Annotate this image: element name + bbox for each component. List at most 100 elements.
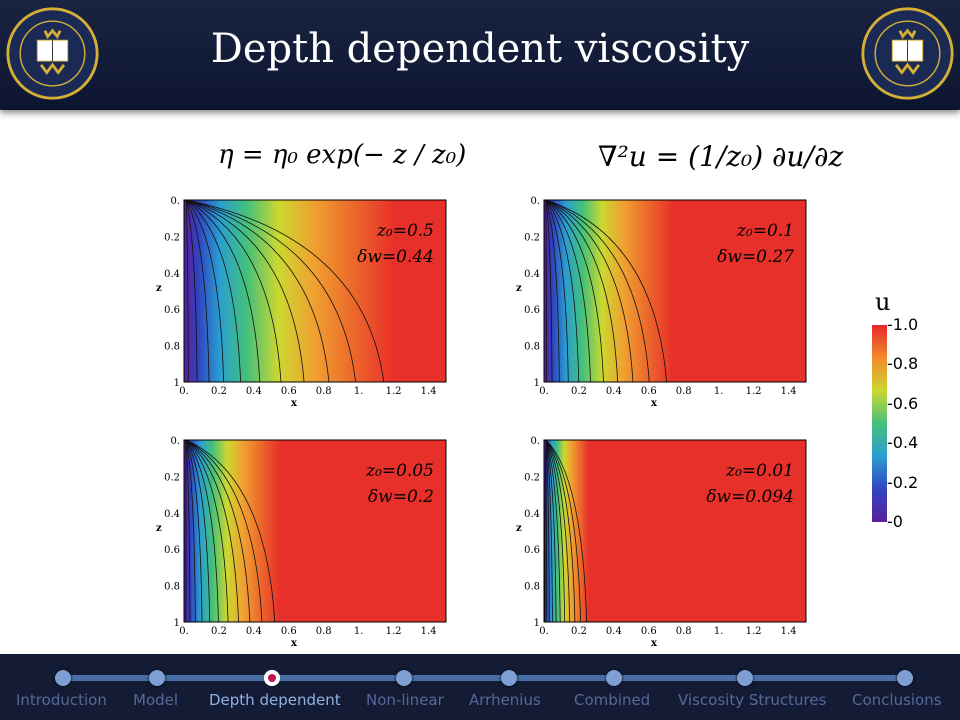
y-tick-label: 1 — [534, 378, 540, 389]
nav-dot-combined[interactable] — [606, 670, 622, 686]
contour-field — [184, 440, 446, 622]
contour-line — [185, 439, 263, 623]
contour-line — [545, 439, 582, 623]
y-tick-label: 0.6 — [164, 305, 180, 316]
x-tick-label: 1.4 — [421, 626, 437, 637]
delta-annotation: δw=0.2 — [368, 487, 434, 507]
y-tick-label: 0.8 — [524, 582, 540, 593]
y-tick-label: 0.6 — [524, 545, 540, 556]
contour-plot-3: 0. 0.2 0.4 0.6 0.8 1 0. 0.2 0.4 0.6 0.8 1. 1.2 1.4 x z z… — [148, 428, 448, 658]
y-tick-label: 0. — [170, 196, 180, 207]
x-tick-label: 1. — [354, 386, 364, 397]
contour-plot-1: 0. 0.2 0.4 0.6 0.8 1 0. 0.2 0.4 0.6 0.8 1. 1.2 1.4 x z z… — [148, 188, 448, 418]
contour-line — [185, 199, 282, 383]
plot-frame — [183, 199, 447, 383]
x-tick-label: 1. — [714, 626, 724, 637]
contour-line — [185, 199, 210, 383]
x-tick-label: 1.4 — [421, 386, 437, 397]
nav-dot-conclusions[interactable] — [897, 670, 913, 686]
contour-line — [185, 439, 229, 623]
nav-item-combined[interactable]: Combined — [574, 691, 651, 709]
y-tick-label: 0.4 — [164, 269, 180, 280]
x-tick-label: 1. — [714, 386, 724, 397]
x-tick-label: 0.6 — [641, 626, 657, 637]
nav-dot-depth-dependent[interactable] — [264, 670, 280, 686]
y-tick-label: 0.4 — [164, 509, 180, 520]
x-axis-label: x — [651, 398, 658, 409]
contour-line — [545, 199, 560, 383]
slide-header: Depth dependent viscosity — [0, 0, 960, 110]
y-tick-label: 0.2 — [164, 472, 180, 483]
contour-plot-2: 0. 0.2 0.4 0.6 0.8 1 0. 0.2 0.4 0.6 0.8 1. 1.2 1.4 x z z… — [508, 188, 808, 418]
x-tick-label: 0.8 — [316, 626, 332, 637]
nav-item-depth-dependent[interactable]: Depth dependent — [209, 691, 341, 709]
contour-line — [545, 439, 571, 623]
x-tick-label: 0. — [539, 626, 549, 637]
y-tick-label: 0.2 — [524, 232, 540, 243]
y-tick-label: 0.4 — [524, 509, 540, 520]
nav-item-conclusions[interactable]: Conclusions — [852, 691, 942, 709]
viscosity-equation: η = η₀ exp(− z / z₀) — [218, 140, 467, 170]
plot-frame — [543, 199, 807, 383]
contour-line — [545, 199, 650, 383]
x-axis-label: x — [651, 638, 658, 649]
nav-dot-viscosity-structures[interactable] — [737, 670, 753, 686]
x-tick-label: 0. — [539, 386, 549, 397]
contour-line — [185, 199, 330, 383]
y-tick-label: 0.8 — [524, 342, 540, 353]
contour-line — [545, 199, 634, 383]
contour-line — [545, 199, 553, 383]
x-tick-label: 0.2 — [571, 386, 587, 397]
x-tick-label: 0. — [179, 626, 189, 637]
x-tick-label: 0.4 — [246, 626, 262, 637]
contour-line — [545, 199, 580, 383]
nav-dot-arrhenius[interactable] — [501, 670, 517, 686]
x-tick-label: 0.4 — [606, 626, 622, 637]
contour-line — [545, 199, 668, 383]
nav-item-model[interactable]: Model — [133, 691, 179, 709]
colorbar-label: u — [875, 288, 891, 316]
x-tick-label: 1.2 — [746, 386, 762, 397]
contour-line — [545, 439, 576, 623]
y-tick-label: 0.4 — [524, 269, 540, 280]
x-tick-label: 0.6 — [281, 626, 297, 637]
nav-dot-introduction[interactable] — [55, 670, 71, 686]
y-tick-label: 0. — [530, 436, 540, 447]
contour-line — [185, 199, 198, 383]
delta-annotation: δw=0.44 — [357, 247, 434, 267]
nav-dot-non-linear[interactable] — [396, 670, 412, 686]
nav-item-non-linear[interactable]: Non-linear — [366, 691, 444, 709]
y-axis-label: z — [516, 283, 522, 294]
y-tick-label: 0.8 — [164, 582, 180, 593]
colorbar-tick: -0.6 — [887, 393, 919, 413]
colorbar-tick: -0.8 — [887, 354, 919, 374]
y-tick-label: 1 — [534, 618, 540, 629]
contour-line — [185, 199, 261, 383]
x-tick-label: 0.4 — [606, 386, 622, 397]
contour-line — [545, 199, 591, 383]
colorbar-tick: -1.0 — [887, 315, 919, 334]
nav-item-introduction[interactable]: Introduction — [16, 691, 107, 709]
navigation-track — [63, 675, 905, 681]
slide-title: Depth dependent viscosity — [210, 26, 750, 72]
contour-line — [545, 439, 566, 623]
contour-line — [185, 439, 203, 623]
nav-item-viscosity-structures[interactable]: Viscosity Structures — [678, 691, 827, 709]
z0-annotation: z₀=0.05 — [365, 461, 434, 481]
x-tick-label: 0.2 — [571, 626, 587, 637]
contour-field — [544, 200, 806, 382]
y-tick-label: 0.6 — [524, 305, 540, 316]
nav-item-arrhenius[interactable]: Arrhenius — [469, 691, 541, 709]
contour-line — [185, 199, 356, 383]
contour-line — [185, 439, 191, 623]
y-tick-label: 0.2 — [164, 232, 180, 243]
oxford-crest-right-icon — [861, 7, 954, 100]
x-tick-label: 0. — [179, 386, 189, 397]
y-tick-label: 0. — [530, 196, 540, 207]
contour-line — [185, 439, 196, 623]
contour-plot-4: 0. 0.2 0.4 0.6 0.8 1 0. 0.2 0.4 0.6 0.8 1. 1.2 1.4 x z z… — [508, 428, 808, 658]
y-tick-label: 0.6 — [164, 545, 180, 556]
contour-line — [185, 199, 225, 383]
y-tick-label: 0. — [170, 436, 180, 447]
nav-dot-model[interactable] — [149, 670, 165, 686]
